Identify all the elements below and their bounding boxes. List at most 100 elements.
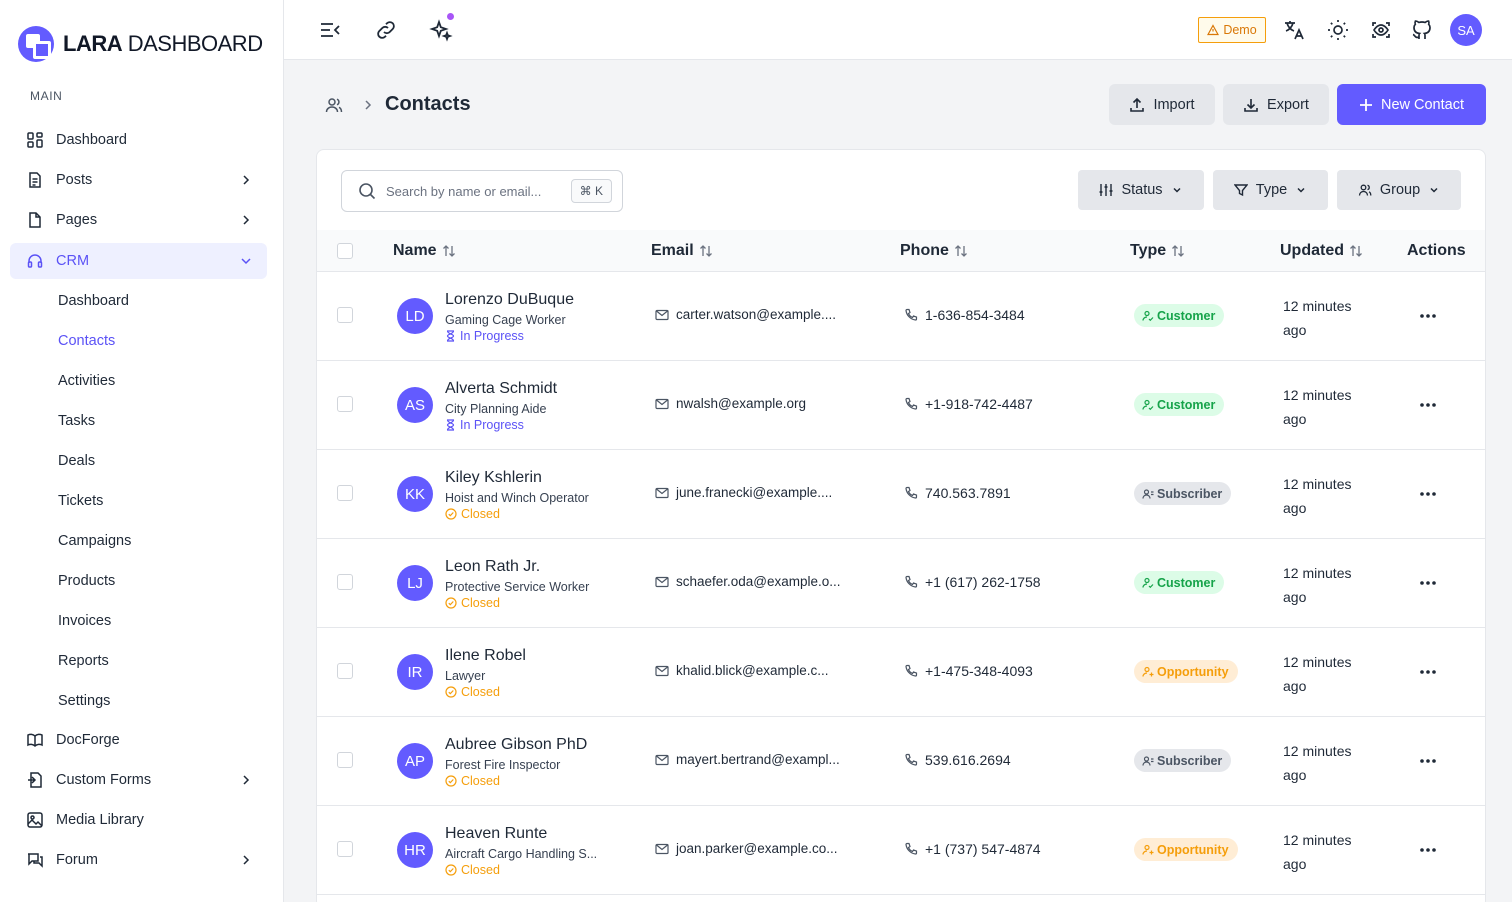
row-checkbox[interactable] [337, 841, 353, 857]
contact-name[interactable]: Heaven Runte [445, 825, 548, 842]
more-actions-icon[interactable] [1418, 840, 1438, 860]
row-checkbox[interactable] [337, 396, 353, 412]
column-email[interactable]: Email [651, 242, 714, 260]
screen-eye-icon[interactable] [1369, 18, 1393, 42]
contact-phone[interactable]: 740.563.7891 [904, 485, 1011, 501]
table-row[interactable]: LJ Leon Rath Jr. Protective Service Worker… [317, 539, 1485, 628]
row-checkbox[interactable] [337, 307, 353, 323]
type-filter[interactable]: Type [1213, 170, 1328, 210]
sidebar-item-posts[interactable]: Posts [10, 162, 267, 198]
translate-icon[interactable] [1282, 18, 1306, 42]
crm-sub-campaigns[interactable]: Campaigns [58, 533, 132, 549]
contact-phone[interactable]: +1-918-742-4487 [904, 396, 1033, 412]
export-button[interactable]: Export [1223, 84, 1329, 125]
contact-name[interactable]: Kiley Kshlerin [445, 469, 542, 486]
crm-sub-activities[interactable]: Activities [58, 373, 116, 389]
more-actions-icon[interactable] [1418, 306, 1438, 326]
contact-email[interactable]: june.franecki@example.... [655, 485, 875, 500]
table-row[interactable]: KK Kiley Kshlerin Hoist and Winch Operator… [317, 450, 1485, 539]
contact-email[interactable]: nwalsh@example.org [655, 396, 875, 411]
more-actions-icon[interactable] [1418, 395, 1438, 415]
more-actions-icon[interactable] [1418, 751, 1438, 771]
contact-name[interactable]: Alverta Schmidt [445, 380, 558, 397]
more-actions-icon[interactable] [1418, 573, 1438, 593]
contact-name[interactable]: Aubree Gibson PhD [445, 736, 588, 753]
sidebar-item-custom-forms[interactable]: Custom Forms [10, 762, 267, 798]
row-checkbox[interactable] [337, 752, 353, 768]
phone-icon [905, 308, 918, 321]
new-contact-button[interactable]: New Contact [1337, 84, 1486, 125]
table-row[interactable]: IR Ilene Robel Lawyer Closed khalid.blick@ex… [317, 628, 1485, 717]
link-icon[interactable] [374, 18, 398, 42]
select-all-checkbox[interactable] [337, 243, 353, 259]
row-checkbox[interactable] [337, 663, 353, 679]
contact-phone[interactable]: 539.616.2694 [904, 752, 1011, 768]
chevron-down-icon [1173, 187, 1181, 193]
crm-sub-products[interactable]: Products [58, 573, 116, 589]
brand-logo[interactable]: LARA DASHBOARD [18, 26, 263, 62]
contact-status: Closed [445, 507, 500, 521]
row-checkbox[interactable] [337, 574, 353, 590]
contact-email[interactable]: carter.watson@example.... [655, 307, 875, 322]
contact-name[interactable]: Lorenzo DuBuque [445, 291, 574, 308]
contact-phone[interactable]: 1-636-854-3484 [904, 307, 1025, 323]
type-badge: Subscriber [1134, 482, 1232, 505]
chevron-down-icon [1430, 187, 1438, 193]
table-row[interactable]: HR Heaven Runte Aircraft Cargo Handling S.… [317, 806, 1485, 895]
user-card-icon [1142, 755, 1154, 766]
crm-sub-contacts[interactable]: Contacts [58, 333, 116, 349]
collapse-menu-icon[interactable] [318, 18, 342, 42]
contact-phone[interactable]: +1 (737) 547-4874 [904, 841, 1041, 857]
column-name[interactable]: Name [393, 242, 457, 260]
crm-sub-tasks[interactable]: Tasks [58, 413, 96, 429]
check-circle-icon [445, 597, 457, 609]
column-updated[interactable]: Updated [1280, 242, 1364, 260]
crm-sub-reports[interactable]: Reports [58, 653, 109, 669]
contact-email[interactable]: mayert.bertrand@exampl... [655, 752, 875, 767]
contact-name[interactable]: Leon Rath Jr. [445, 558, 541, 575]
contact-phone[interactable]: +1 (617) 262-1758 [904, 574, 1041, 590]
sidebar-item-pages[interactable]: Pages [10, 202, 267, 238]
chevron-right-icon [243, 855, 250, 865]
column-phone[interactable]: Phone [900, 242, 969, 260]
import-button[interactable]: Import [1109, 84, 1215, 125]
chevron-right-icon [243, 175, 250, 185]
contacts-card: ⌘ K Status Type Group Name Email Phone T… [316, 149, 1486, 902]
table-row[interactable]: LD Lorenzo DuBuque Gaming Cage Worker In Pr… [317, 272, 1485, 361]
group-filter[interactable]: Group [1337, 170, 1461, 210]
crm-sub-settings[interactable]: Settings [58, 693, 111, 709]
crm-sub-tickets[interactable]: Tickets [58, 493, 104, 509]
table-row[interactable]: AP Aubree Gibson PhD Forest Fire Inspector… [317, 717, 1485, 806]
more-actions-icon[interactable] [1418, 484, 1438, 504]
contact-phone[interactable]: +1-475-348-4093 [904, 663, 1033, 679]
more-actions-icon[interactable] [1418, 662, 1438, 682]
updated-time: 12 minutes ago [1283, 739, 1363, 787]
contact-name[interactable]: Ilene Robel [445, 647, 526, 664]
user-avatar[interactable]: SA [1450, 14, 1482, 46]
contact-phone-text: 740.563.7891 [925, 485, 1011, 501]
sidebar-item-label: Pages [56, 212, 98, 228]
sidebar-item-forum[interactable]: Forum [10, 842, 267, 878]
contact-email[interactable]: khalid.blick@example.c... [655, 663, 875, 678]
sidebar-item-dashboard[interactable]: Dashboard [10, 122, 267, 158]
crm-sub-deals[interactable]: Deals [58, 453, 96, 469]
contact-email[interactable]: joan.parker@example.co... [655, 841, 875, 856]
sidebar-item-media-library[interactable]: Media Library [10, 802, 267, 838]
row-checkbox[interactable] [337, 485, 353, 501]
github-icon[interactable] [1410, 18, 1434, 42]
crm-sub-dashboard[interactable]: Dashboard [58, 293, 129, 309]
updated-time: 12 minutes ago [1283, 294, 1363, 342]
search-box[interactable]: ⌘ K [341, 170, 623, 212]
sidebar-item-docforge[interactable]: DocForge [10, 722, 267, 758]
updated-time-line-2: ago [1283, 856, 1307, 872]
crm-sub-invoices[interactable]: Invoices [58, 613, 112, 629]
search-input[interactable] [386, 183, 546, 199]
sparkles-icon[interactable] [429, 18, 453, 42]
table-row[interactable]: AS Alverta Schmidt City Planning Aide In Pr… [317, 361, 1485, 450]
status-filter[interactable]: Status [1078, 170, 1204, 210]
topbar: Demo SA [284, 0, 1512, 60]
sun-icon[interactable] [1326, 18, 1350, 42]
column-type[interactable]: Type [1130, 242, 1186, 260]
sidebar-item-crm[interactable]: CRM [10, 243, 267, 279]
contact-email[interactable]: schaefer.oda@example.o... [655, 574, 875, 589]
